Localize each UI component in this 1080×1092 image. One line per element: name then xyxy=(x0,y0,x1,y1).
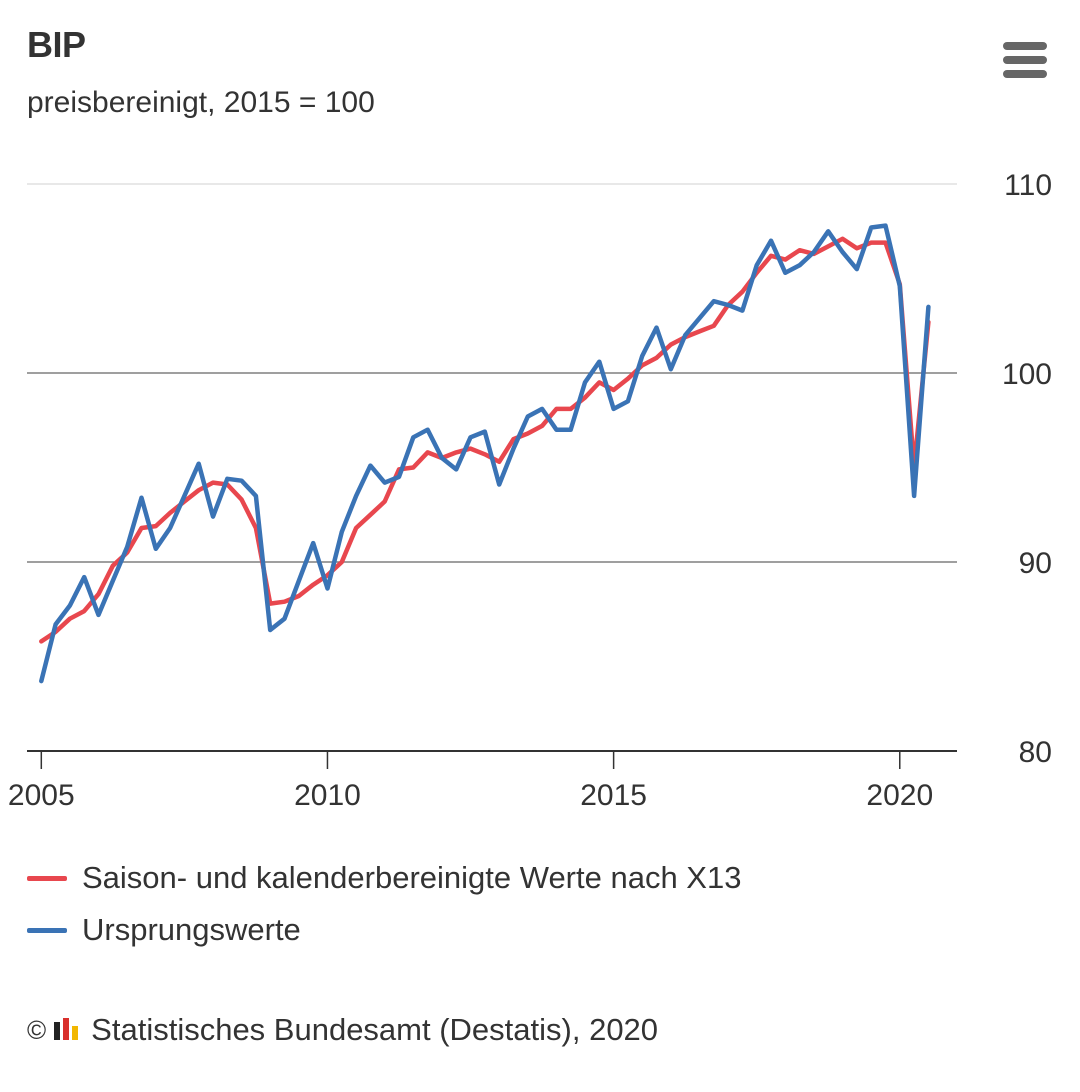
y-tick-label: 80 xyxy=(1019,736,1052,769)
y-tick-label: 110 xyxy=(1004,169,1052,202)
legend-swatch-blue xyxy=(27,927,67,933)
x-tick-label: 2010 xyxy=(294,779,361,812)
legend-swatch-red xyxy=(27,875,67,881)
chart-subtitle: preisbereinigt, 2015 = 100 xyxy=(27,86,375,119)
menu-bar xyxy=(1003,70,1047,78)
y-tick-label: 90 xyxy=(1019,547,1052,580)
menu-bar xyxy=(1003,42,1047,50)
destatis-logo-icon xyxy=(54,1016,81,1040)
series-layer xyxy=(39,223,931,684)
series-line-original-values[interactable] xyxy=(39,223,931,684)
grid-layer xyxy=(27,183,957,563)
menu-bar xyxy=(1003,56,1047,64)
x-tick-label: 2015 xyxy=(580,779,647,812)
y-tick-label: 100 xyxy=(1002,358,1052,391)
hamburger-menu-icon[interactable] xyxy=(1000,40,1050,84)
copyright-sign: © xyxy=(27,1014,47,1045)
x-tick-label: 2020 xyxy=(866,779,933,812)
axis-layer: 80 90 100 110 2005 2010 2015 2020 xyxy=(8,169,1052,812)
line-chart: 80 90 100 110 2005 2010 2015 2020 xyxy=(8,169,1052,812)
legend-item-seasonally-adjusted[interactable]: Saison- und kalenderbereinigte Werte nac… xyxy=(27,852,741,904)
chart-title: BIP xyxy=(27,24,86,65)
chart-credits[interactable]: © Statistisches Bundesamt (Destatis), 20… xyxy=(27,1012,658,1048)
x-tick-label: 2005 xyxy=(8,779,75,812)
legend-label: Saison- und kalenderbereinigte Werte nac… xyxy=(82,860,742,895)
chart-legend: Saison- und kalenderbereinigte Werte nac… xyxy=(27,852,741,956)
credits-text: Statistisches Bundesamt (Destatis), 2020 xyxy=(91,1012,659,1047)
legend-label: Ursprungswerte xyxy=(82,912,301,947)
legend-item-original-values[interactable]: Ursprungswerte xyxy=(27,904,741,956)
